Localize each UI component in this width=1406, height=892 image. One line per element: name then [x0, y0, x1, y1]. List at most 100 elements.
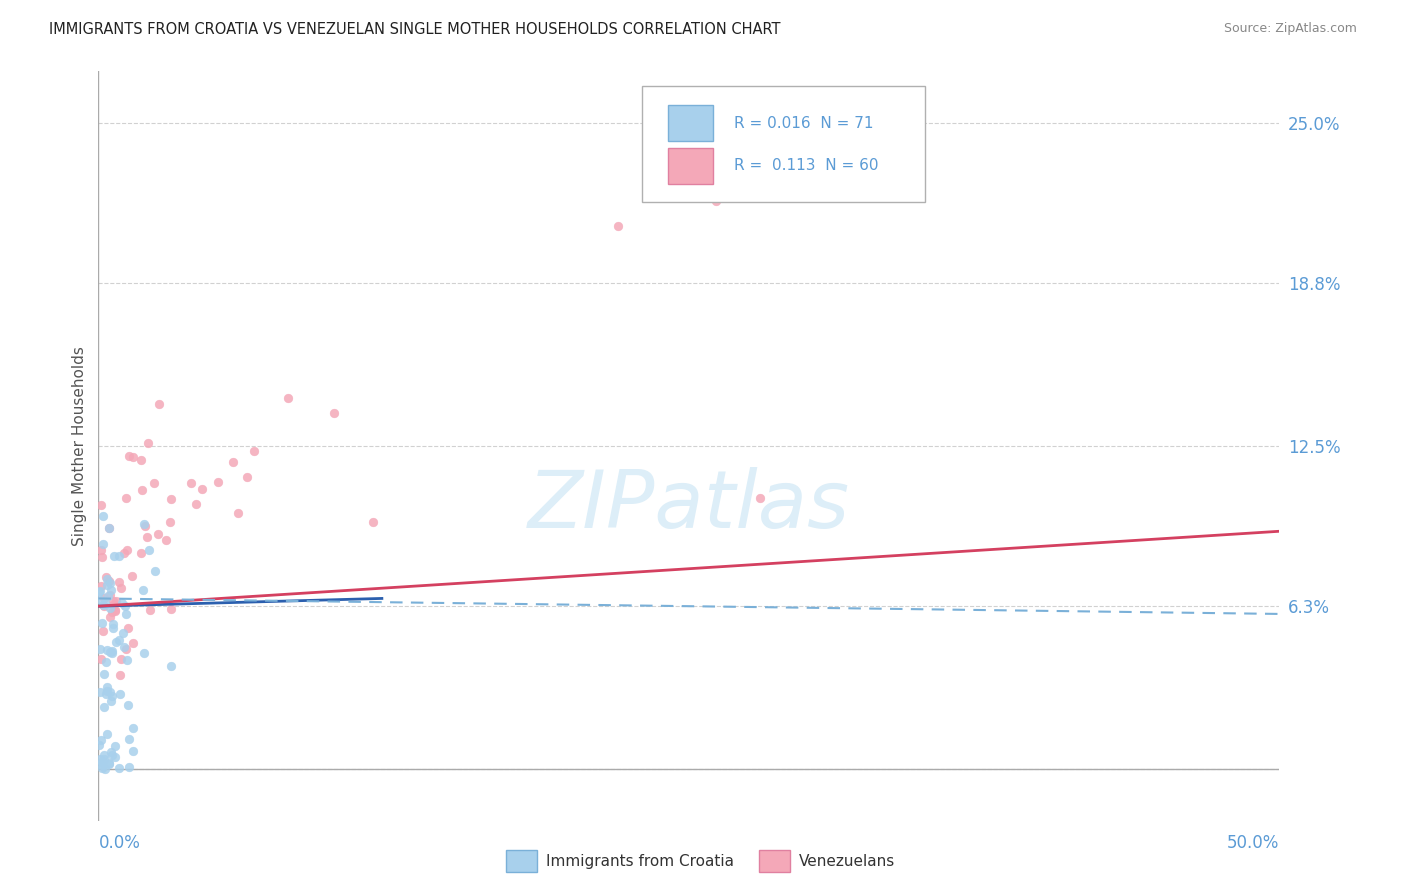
Point	[98, 521, 121, 535]
Point	[748, 491, 770, 505]
Point	[91, 624, 114, 639]
Point	[89, 685, 111, 699]
Point	[148, 397, 170, 411]
Point	[132, 646, 155, 660]
Text: R = 0.016  N = 71: R = 0.016 N = 71	[734, 116, 873, 130]
FancyBboxPatch shape	[668, 148, 713, 184]
Point	[101, 646, 124, 660]
Point	[117, 698, 139, 712]
Point	[104, 635, 127, 649]
Point	[90, 732, 112, 747]
Point	[118, 732, 141, 747]
Point	[160, 602, 183, 616]
Point	[96, 578, 118, 592]
Point	[89, 641, 111, 656]
Point	[108, 549, 131, 564]
Point	[361, 515, 384, 529]
Point	[159, 515, 181, 529]
Point	[121, 636, 143, 650]
Point	[108, 688, 131, 702]
Text: Immigrants from Croatia: Immigrants from Croatia	[546, 855, 734, 869]
Text: 0.0%: 0.0%	[98, 833, 141, 852]
Point	[103, 621, 125, 635]
Point	[90, 593, 112, 607]
Point	[117, 621, 139, 635]
Point	[108, 575, 131, 590]
Point	[607, 219, 630, 234]
Point	[91, 549, 114, 564]
Point	[94, 656, 117, 670]
Point	[243, 443, 266, 458]
Point	[115, 607, 138, 621]
Point	[704, 194, 727, 208]
Point	[96, 727, 118, 741]
Point	[146, 526, 169, 541]
Point	[108, 761, 131, 775]
Point	[100, 644, 122, 658]
Point	[96, 643, 118, 657]
Point	[100, 694, 122, 708]
Point	[100, 689, 122, 703]
Point	[98, 756, 121, 770]
Point	[110, 581, 132, 595]
Point	[96, 684, 118, 698]
Point	[93, 591, 115, 606]
Point	[142, 476, 165, 491]
Point	[93, 599, 115, 614]
Point	[100, 745, 122, 759]
Point	[91, 761, 114, 775]
Point	[104, 594, 127, 608]
Point	[91, 616, 114, 631]
Point	[91, 598, 114, 612]
Point	[90, 499, 112, 513]
Point	[323, 406, 346, 420]
Point	[98, 574, 121, 588]
Point	[121, 744, 143, 758]
FancyBboxPatch shape	[641, 87, 925, 202]
Point	[94, 570, 117, 584]
Point	[277, 391, 299, 405]
Point	[117, 543, 139, 558]
Point	[98, 644, 121, 658]
Point	[94, 762, 117, 776]
Point	[100, 748, 122, 763]
Point	[98, 610, 121, 624]
Text: Venezuelans: Venezuelans	[799, 855, 894, 869]
Point	[159, 658, 181, 673]
Point	[98, 576, 121, 591]
Point	[114, 491, 136, 505]
Point	[93, 699, 115, 714]
Point	[96, 680, 118, 694]
Point	[110, 652, 132, 666]
Point	[136, 530, 159, 544]
Point	[104, 739, 127, 753]
Point	[101, 598, 124, 612]
Point	[97, 589, 120, 603]
Point	[93, 748, 115, 763]
Point	[89, 738, 111, 752]
Point	[93, 752, 115, 766]
Point	[90, 579, 112, 593]
Point	[101, 594, 124, 608]
Point	[100, 583, 122, 598]
Point	[112, 640, 135, 655]
Point	[103, 750, 125, 764]
Point	[94, 687, 117, 701]
Point	[191, 482, 214, 496]
Point	[143, 564, 166, 578]
Point	[108, 667, 131, 681]
Point	[98, 685, 121, 699]
FancyBboxPatch shape	[668, 105, 713, 141]
Point	[121, 569, 143, 583]
Text: R =  0.113  N = 60: R = 0.113 N = 60	[734, 158, 879, 173]
Point	[111, 626, 134, 640]
Point	[118, 449, 141, 463]
Point	[160, 492, 183, 507]
Point	[129, 453, 152, 467]
Point	[93, 666, 115, 681]
Point	[222, 455, 245, 469]
Point	[115, 641, 138, 656]
Y-axis label: Single Mother Households: Single Mother Households	[72, 346, 87, 546]
Point	[89, 583, 111, 598]
Point	[98, 588, 121, 602]
